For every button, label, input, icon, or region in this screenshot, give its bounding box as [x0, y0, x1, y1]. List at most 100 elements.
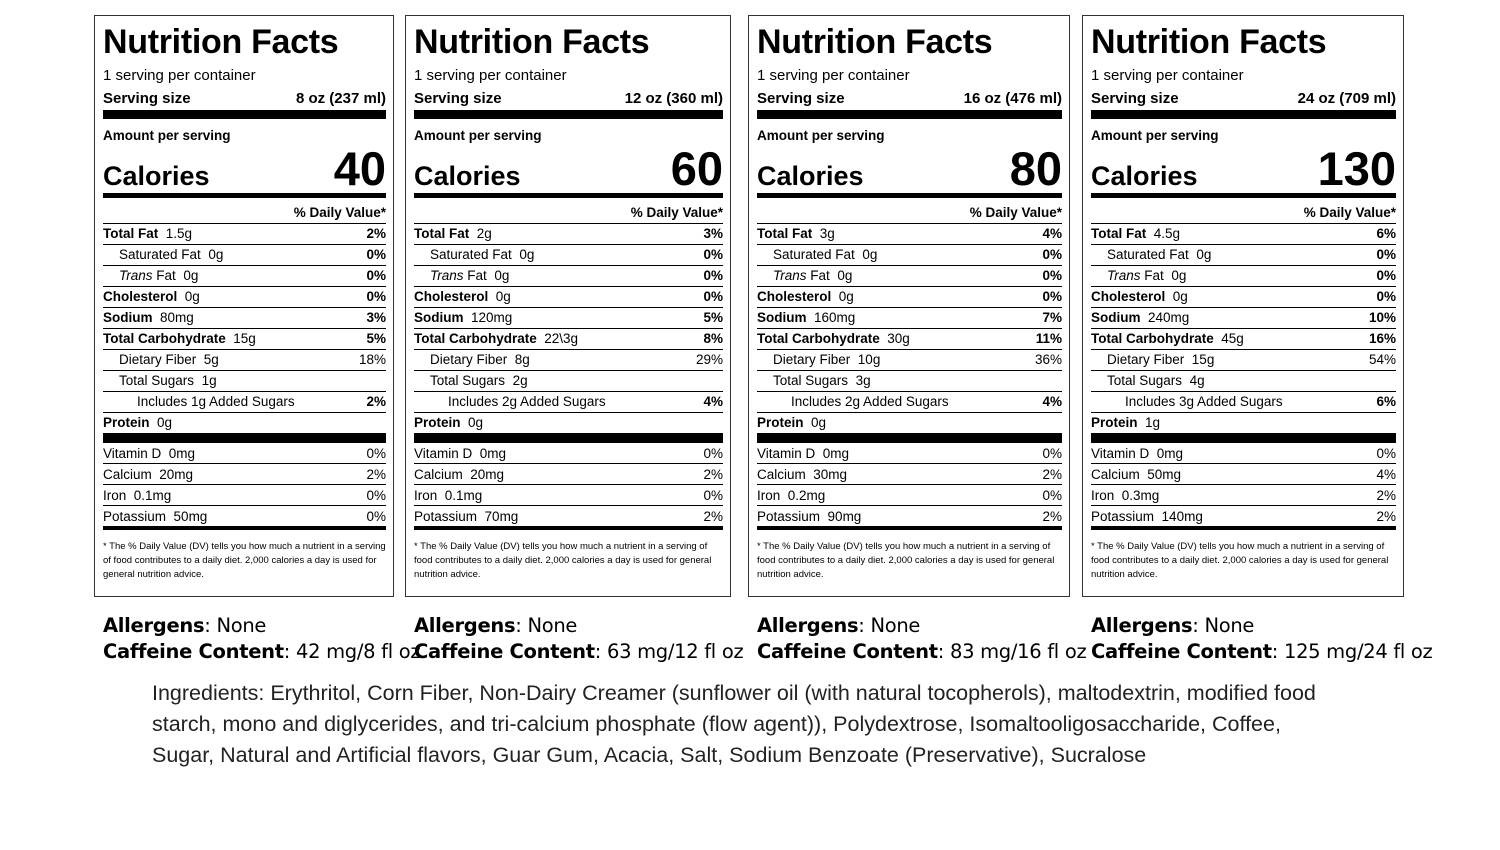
nutrient-left: Sodium 160mg — [757, 308, 855, 328]
vitamin-dv: 4% — [1376, 467, 1396, 482]
nutrient-dv: 0% — [366, 247, 386, 262]
vitamin-name: Iron — [103, 488, 127, 503]
vitamin-left: Iron 0.3mg — [1091, 486, 1159, 505]
nutrition-label: Nutrition Facts 1 serving per container Se… — [94, 15, 394, 597]
nutrient-row: Sodium 240mg 10% — [1091, 308, 1396, 329]
vitamin-dv: 0% — [703, 488, 723, 503]
nutrient-dv: 18% — [358, 352, 386, 367]
serving-size: 12 oz (360 ml) — [624, 90, 723, 107]
vitamin-name: Iron — [757, 488, 781, 503]
nutrient-row: Includes 2g Added Sugars 4% — [414, 392, 723, 413]
nutrient-left: Total Carbohydrate 45g — [1091, 329, 1244, 349]
nutrient-name-italic: Trans — [430, 268, 464, 283]
vitamin-left: Iron 0.1mg — [103, 486, 171, 505]
allergens-label: Allergens — [103, 614, 205, 637]
vitamin-name: Vitamin D — [1091, 446, 1150, 461]
vitamin-dv: 0% — [366, 446, 386, 461]
nutrient-name: Fat — [1144, 268, 1164, 283]
vitamin-left: Calcium 50mg — [1091, 465, 1181, 484]
nutrient-left: Includes 1g Added Sugars — [103, 392, 295, 412]
vitamin-left: Potassium 70mg — [414, 507, 518, 526]
nutrient-name: Saturated Fat — [1107, 247, 1189, 262]
vitamin-dv: 2% — [703, 467, 723, 482]
serving-size-row: Serving size 12 oz (360 ml) — [414, 88, 723, 119]
nutrient-dv: 3% — [703, 226, 723, 241]
allergens: Allergens: None — [414, 612, 577, 639]
nutrient-row: Saturated Fat 0g 0% — [1091, 245, 1396, 266]
serving-size-row: Serving size 16 oz (476 ml) — [757, 88, 1062, 119]
nutrient-amount: 4.5g — [1153, 226, 1181, 241]
nutrient-left: Trans Fat 0g — [103, 266, 198, 286]
nutrient-dv: 0% — [703, 247, 723, 262]
nutrient-name-italic: Trans — [773, 268, 807, 283]
nutrient-name: Total Fat — [1091, 226, 1147, 241]
nutrient-amount: 1g — [1145, 415, 1161, 430]
nutrient-name: Includes 1g Added Sugars — [137, 394, 295, 409]
vitamin-row: Calcium 30mg 2% — [757, 465, 1062, 485]
nutrient-dv: 4% — [1042, 226, 1062, 241]
vitamin-row: Calcium 20mg 2% — [103, 465, 386, 485]
vitamin-name: Iron — [414, 488, 438, 503]
nutrient-name: Protein — [757, 415, 804, 430]
label-title: Nutrition Facts — [757, 23, 993, 61]
vitamin-dv: 2% — [1042, 467, 1062, 482]
nutrient-row: Includes 3g Added Sugars 6% — [1091, 392, 1396, 413]
vitamin-amount: 30mg — [813, 467, 848, 482]
nutrient-amount: 15g — [233, 331, 256, 346]
nutrient-row: Total Carbohydrate 30g 11% — [757, 329, 1062, 350]
nutrient-row: Protein 0g — [414, 413, 723, 443]
nutrient-row: Cholesterol 0g 0% — [103, 287, 386, 308]
nutrition-label: Nutrition Facts 1 serving per container Se… — [1082, 15, 1404, 597]
nutrient-amount: 0g — [157, 415, 173, 430]
vitamin-left: Calcium 20mg — [414, 465, 504, 484]
vitamin-left: Potassium 140mg — [1091, 507, 1203, 526]
vitamin-dv: 2% — [1376, 488, 1396, 503]
nutrient-amount: 0g — [1172, 289, 1188, 304]
nutrient-name: Total Carbohydrate — [1091, 331, 1214, 346]
nutrient-left: Dietary Fiber 10g — [757, 350, 880, 370]
allergens-value: : None — [858, 614, 921, 637]
nutrient-amount: 45g — [1221, 331, 1244, 346]
nutrient-row: Total Carbohydrate 15g 5% — [103, 329, 386, 350]
vitamin-dv: 0% — [366, 488, 386, 503]
vitamin-amount: 50mg — [1147, 467, 1182, 482]
label-title: Nutrition Facts — [1091, 23, 1327, 61]
nutrient-name-italic: Trans — [1107, 268, 1141, 283]
vitamin-amount: 70mg — [484, 509, 519, 524]
vitamin-row: Potassium 70mg 2% — [414, 507, 723, 530]
calories-row: Calories 40 — [103, 145, 386, 198]
allergens: Allergens: None — [757, 612, 920, 639]
caffeine: Caffeine Content: 83 mg/16 fl oz — [757, 638, 1087, 665]
nutrient-name: Fat — [467, 268, 487, 283]
nutrient-amount: 10g — [857, 352, 881, 367]
footnote: * The % Daily Value (DV) tells you how m… — [1091, 541, 1389, 580]
nutrient-dv: 0% — [703, 268, 723, 283]
servings: 1 serving per container — [1091, 67, 1244, 84]
vitamin-amount: 0mg — [1156, 446, 1184, 461]
nutrient-row: Trans Fat 0g 0% — [757, 266, 1062, 287]
nutrient-dv: 0% — [1376, 268, 1396, 283]
nutrient-dv: 6% — [1376, 226, 1396, 241]
nutrient-dv: 29% — [695, 352, 723, 367]
nutrient-amount: 22\3g — [544, 331, 579, 346]
vitamin-row: Iron 0.1mg 0% — [414, 486, 723, 506]
nutrient-row: Trans Fat 0g 0% — [414, 266, 723, 287]
vitamin-dv: 0% — [1042, 488, 1062, 503]
nutrient-amount: 0g — [519, 247, 535, 262]
vitamin-left: Iron 0.1mg — [414, 486, 482, 505]
nutrient-row: Includes 2g Added Sugars 4% — [757, 392, 1062, 413]
vitamin-left: Iron 0.2mg — [757, 486, 825, 505]
caffeine-label: Caffeine Content — [1091, 640, 1272, 663]
nutrient-left: Sodium 240mg — [1091, 308, 1189, 328]
calories-label: Calories — [414, 161, 521, 191]
amount-label: Amount per serving — [757, 128, 885, 143]
nutrient-left: Dietary Fiber 8g — [414, 350, 530, 370]
nutrient-row: Dietary Fiber 15g 54% — [1091, 350, 1396, 371]
nutrient-row: Cholesterol 0g 0% — [1091, 287, 1396, 308]
vitamin-row: Potassium 140mg 2% — [1091, 507, 1396, 530]
nutrient-amount: 0g — [208, 247, 224, 262]
nutrient-left: Total Carbohydrate 30g — [757, 329, 910, 349]
nutrient-amount: 5g — [203, 352, 219, 367]
allergens-value: : None — [1192, 614, 1255, 637]
nutrient-row: Includes 1g Added Sugars 2% — [103, 392, 386, 413]
